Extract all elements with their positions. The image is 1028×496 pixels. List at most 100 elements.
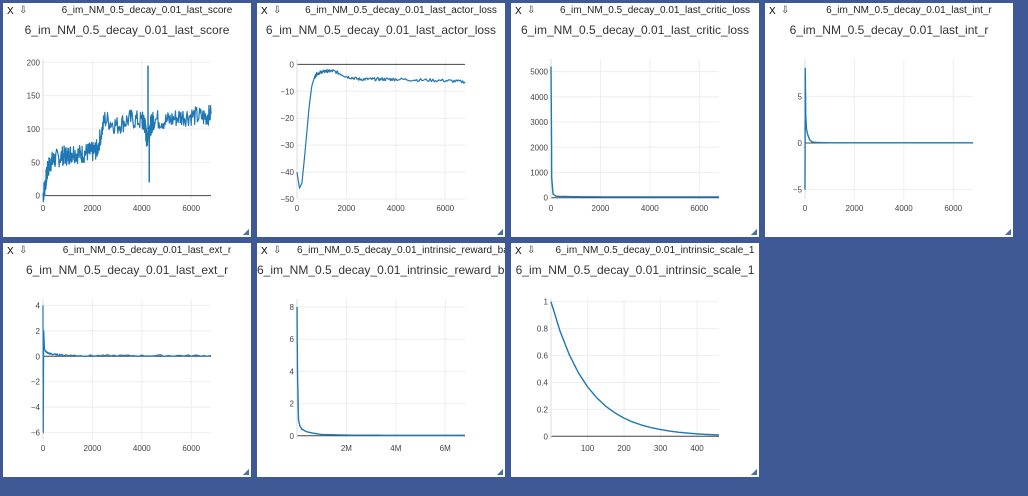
resize-handle-icon[interactable]: ◢: [750, 227, 757, 236]
y-tick-label: −2: [31, 378, 41, 387]
pin-icon[interactable]: ⇩: [273, 5, 282, 16]
pin-icon[interactable]: ⇩: [273, 245, 282, 256]
plot-window-1[interactable]: X ⇩ 6_im_NM_0.5_decay_0.01_last_score 6_im_…: [3, 3, 251, 237]
x-tick-label: 300: [654, 444, 668, 453]
plot-window-5[interactable]: X ⇩ 6_im_NM_0.5_decay_0.01_last_ext_r 6_im_…: [3, 243, 251, 477]
window-title: 6_im_NM_0.5_decay_0.01_last_int_r: [826, 5, 992, 16]
chart-svg[interactable]: 0 2000 4000 6000 4 2 0 −2 −4 −6: [3, 243, 251, 477]
x-tick-label: 6000: [182, 204, 200, 213]
resize-handle-icon[interactable]: ◢: [242, 467, 249, 476]
y-tick-label: 200: [27, 58, 41, 67]
plot-window-6[interactable]: X ⇩ 6_im_NM_0.5_decay_0.01_intrinsic_rewar…: [257, 243, 505, 477]
y-tick-label: 4: [36, 301, 41, 310]
chart-title: 6_im_NM_0.5_decay_0.01_last_critic_loss: [520, 23, 750, 37]
series-line-last_score: [42, 104, 212, 203]
x-tick-label: 0: [803, 204, 808, 213]
x-tick-label: 2000: [338, 204, 356, 213]
y-tick-label: 3000: [530, 118, 548, 127]
x-tick-label: 4000: [387, 204, 405, 213]
y-tick-label: 0: [36, 352, 41, 361]
chart-svg[interactable]: 0 2000 4000 6000 0 50 100 150 200: [3, 3, 251, 237]
series-line-intrinsic_reward_batch: [296, 306, 465, 437]
x-tick-label: 6000: [436, 204, 454, 213]
x-tick-label: 0: [41, 444, 46, 453]
y-tick-label: −50: [280, 195, 294, 204]
close-icon[interactable]: X: [515, 6, 522, 17]
chart-svg[interactable]: 2M 4M 6M 0 2 4 6 8: [257, 243, 505, 477]
y-tick-label: 4: [290, 367, 295, 376]
plot-window-3[interactable]: X ⇩ 6_im_NM_0.5_decay_0.01_last_critic_los…: [511, 3, 759, 237]
y-tick-label: 6: [290, 335, 295, 344]
y-tick-label: 4000: [530, 93, 548, 102]
y-tick-label: 0.8: [537, 325, 549, 334]
y-tick-label: 0.2: [537, 405, 549, 414]
pin-icon[interactable]: ⇩: [527, 245, 536, 256]
resize-handle-icon[interactable]: ◢: [1004, 227, 1011, 236]
series-line-last_ext_r: [42, 305, 212, 434]
y-tick-label: −6: [31, 429, 41, 438]
x-tick-label: 200: [617, 444, 631, 453]
y-tick-label: 1: [544, 298, 549, 307]
resize-handle-icon[interactable]: ◢: [496, 227, 503, 236]
close-icon[interactable]: X: [515, 246, 522, 257]
y-tick-label: 0: [290, 432, 295, 441]
chart-svg[interactable]: 0 2000 4000 6000 0 1000 2000 3000 4000 5000: [511, 3, 759, 237]
close-icon[interactable]: X: [769, 6, 776, 17]
x-tick-label: 2000: [84, 444, 102, 453]
chart-title: 6_im_NM_0.5_decay_0.01_last_score: [24, 23, 230, 37]
series-line-last_critic_loss: [550, 66, 719, 198]
window-title: 6_im_NM_0.5_decay_0.01_intrinsic_scale_1: [555, 245, 755, 256]
y-tick-label: 0.4: [537, 378, 549, 387]
resize-handle-icon[interactable]: ◢: [750, 467, 757, 476]
close-icon[interactable]: X: [261, 246, 268, 257]
plot-window-7[interactable]: X ⇩ 6_im_NM_0.5_decay_0.01_intrinsic_scale…: [511, 243, 759, 477]
y-tick-label: 5000: [530, 68, 548, 77]
y-tick-label: 150: [27, 92, 41, 101]
x-tick-label: 6000: [690, 204, 708, 213]
y-tick-label: 0.6: [537, 352, 549, 361]
resize-handle-icon[interactable]: ◢: [242, 227, 249, 236]
series-line-last_actor_loss: [296, 68, 466, 189]
y-tick-label: −4: [31, 403, 41, 412]
y-tick-label: 2: [36, 327, 41, 336]
chart-title: 6_im_NM_0.5_decay_0.01_intrinsic_reward_…: [257, 263, 505, 277]
x-tick-label: 2M: [341, 444, 352, 453]
pin-icon[interactable]: ⇩: [781, 5, 790, 16]
chart-svg[interactable]: 100 200 300 400 0 0.2 0.4 0.6 0.8 1: [511, 243, 759, 477]
x-tick-label: 2000: [846, 204, 864, 213]
x-tick-label: 2000: [592, 204, 610, 213]
y-tick-label: 0: [36, 192, 41, 201]
chart-title: 6_im_NM_0.5_decay_0.01_intrinsic_scale_1: [515, 263, 755, 277]
y-tick-label: −40: [280, 168, 294, 177]
chart-title: 6_im_NM_0.5_decay_0.01_last_actor_loss: [265, 23, 497, 37]
window-title: 6_im_NM_0.5_decay_0.01_last_ext_r: [62, 245, 232, 256]
y-tick-label: −10: [280, 87, 294, 96]
resize-handle-icon[interactable]: ◢: [496, 467, 503, 476]
close-icon[interactable]: X: [7, 246, 14, 257]
close-icon[interactable]: X: [261, 6, 268, 17]
window-title: 6_im_NM_0.5_decay_0.01_last_critic_loss: [559, 5, 751, 16]
x-tick-label: 4000: [641, 204, 659, 213]
y-tick-label: 0: [290, 60, 295, 69]
close-icon[interactable]: X: [7, 6, 14, 17]
y-tick-label: 5: [798, 92, 803, 101]
y-tick-label: 0: [798, 139, 803, 148]
chart-title: 6_im_NM_0.5_decay_0.01_last_ext_r: [25, 263, 229, 277]
x-tick-label: 4000: [895, 204, 913, 213]
pin-icon[interactable]: ⇩: [527, 5, 536, 16]
pin-icon[interactable]: ⇩: [19, 245, 28, 256]
plot-window-4[interactable]: X ⇩ 6_im_NM_0.5_decay_0.01_last_int_r 6_im_…: [765, 3, 1013, 237]
x-tick-label: 6000: [944, 204, 962, 213]
pin-icon[interactable]: ⇩: [19, 5, 28, 16]
x-tick-label: 6M: [440, 444, 451, 453]
window-title: 6_im_NM_0.5_decay_0.01_last_score: [61, 5, 233, 16]
y-tick-label: 100: [27, 125, 41, 134]
x-tick-label: 2000: [84, 204, 102, 213]
series-line-last_int_r: [804, 67, 973, 190]
y-tick-label: 0: [544, 194, 549, 203]
plot-window-2[interactable]: X ⇩ 6_im_NM_0.5_decay_0.01_last_actor_loss…: [257, 3, 505, 237]
chart-svg[interactable]: 0 2000 4000 6000 0 −10 −20 −30 −40 −50: [257, 3, 505, 237]
series-line-intrinsic_scale_1: [550, 301, 720, 436]
x-tick-label: 400: [690, 444, 704, 453]
